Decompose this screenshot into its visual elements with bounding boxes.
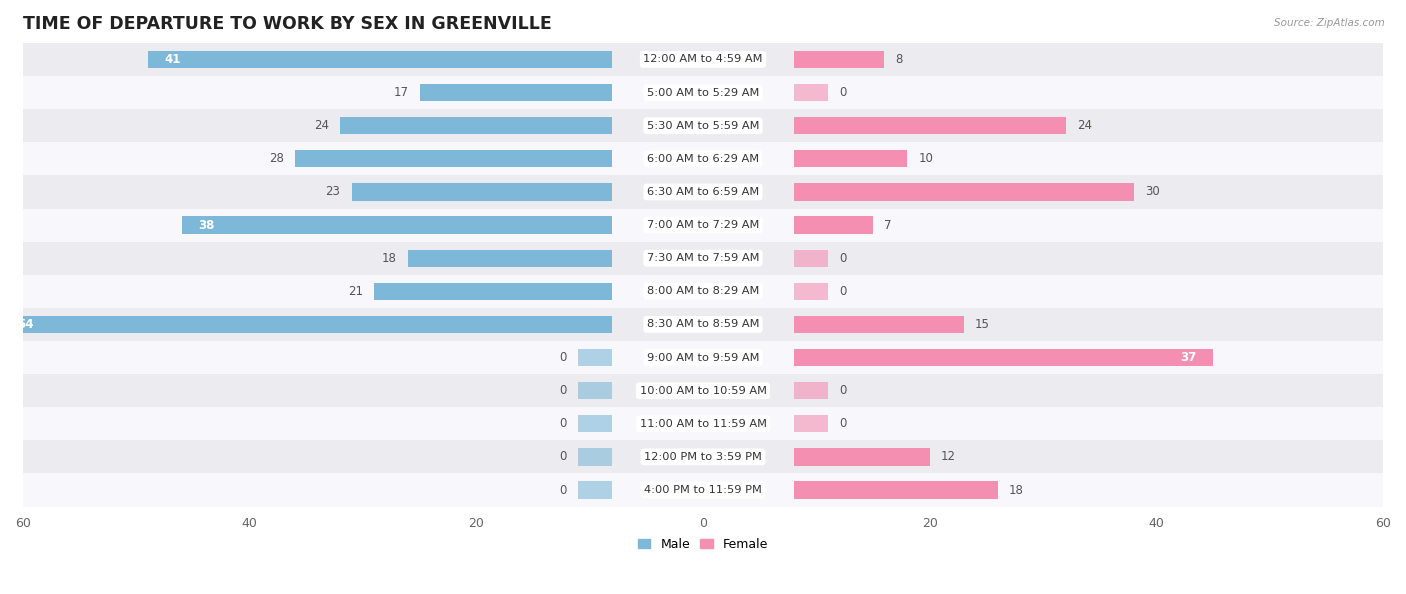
Bar	[22, 175, 1384, 208]
Text: 8: 8	[896, 53, 903, 66]
Bar	[0, 316, 613, 333]
Text: 7: 7	[884, 219, 891, 232]
Text: 15: 15	[974, 318, 990, 331]
Bar	[22, 275, 1384, 308]
Bar	[22, 440, 1384, 473]
Text: 12:00 PM to 3:59 PM: 12:00 PM to 3:59 PM	[644, 452, 762, 462]
Bar	[181, 216, 613, 233]
Bar	[793, 150, 907, 168]
Bar	[22, 407, 1384, 440]
Text: 17: 17	[394, 86, 408, 99]
Bar	[793, 316, 963, 333]
Text: 4:00 PM to 11:59 PM: 4:00 PM to 11:59 PM	[644, 485, 762, 495]
Text: 38: 38	[198, 219, 215, 232]
Text: 0: 0	[560, 351, 567, 364]
Text: 37: 37	[1180, 351, 1197, 364]
Text: 24: 24	[1077, 119, 1092, 132]
Text: 54: 54	[17, 318, 34, 331]
Bar	[793, 481, 998, 498]
Text: 0: 0	[839, 384, 846, 397]
Text: 7:00 AM to 7:29 AM: 7:00 AM to 7:29 AM	[647, 220, 759, 230]
Bar	[793, 283, 828, 300]
Text: 8:00 AM to 8:29 AM: 8:00 AM to 8:29 AM	[647, 286, 759, 296]
Text: 6:00 AM to 6:29 AM: 6:00 AM to 6:29 AM	[647, 154, 759, 164]
Bar	[793, 382, 828, 399]
Text: 24: 24	[314, 119, 329, 132]
Text: 18: 18	[382, 252, 396, 265]
Text: 0: 0	[839, 252, 846, 265]
Text: 0: 0	[560, 450, 567, 463]
Text: Source: ZipAtlas.com: Source: ZipAtlas.com	[1274, 18, 1385, 28]
Bar	[578, 415, 613, 432]
Text: 0: 0	[560, 384, 567, 397]
Bar	[793, 84, 828, 101]
Bar	[793, 51, 884, 68]
Bar	[578, 349, 613, 366]
Bar	[793, 216, 873, 233]
Bar	[22, 242, 1384, 275]
Text: 11:00 AM to 11:59 AM: 11:00 AM to 11:59 AM	[640, 419, 766, 429]
Text: 7:30 AM to 7:59 AM: 7:30 AM to 7:59 AM	[647, 253, 759, 263]
Text: 10: 10	[918, 152, 934, 165]
Text: 0: 0	[839, 86, 846, 99]
Text: 30: 30	[1144, 185, 1160, 198]
Bar	[22, 208, 1384, 242]
Text: TIME OF DEPARTURE TO WORK BY SEX IN GREENVILLE: TIME OF DEPARTURE TO WORK BY SEX IN GREE…	[22, 15, 551, 33]
Bar	[793, 448, 929, 466]
Bar	[793, 184, 1133, 201]
Text: 0: 0	[560, 418, 567, 430]
Bar	[578, 448, 613, 466]
Bar	[340, 117, 613, 134]
Bar	[352, 184, 613, 201]
Bar	[22, 308, 1384, 341]
Bar	[22, 374, 1384, 407]
Text: 0: 0	[560, 484, 567, 497]
Bar	[22, 142, 1384, 175]
Text: 0: 0	[839, 418, 846, 430]
Text: 10:00 AM to 10:59 AM: 10:00 AM to 10:59 AM	[640, 386, 766, 396]
Text: 8:30 AM to 8:59 AM: 8:30 AM to 8:59 AM	[647, 320, 759, 330]
Bar	[793, 415, 828, 432]
Bar	[148, 51, 613, 68]
Bar	[578, 481, 613, 498]
Bar	[793, 349, 1213, 366]
Bar	[22, 109, 1384, 142]
Bar	[419, 84, 613, 101]
Bar	[793, 117, 1066, 134]
Bar	[295, 150, 613, 168]
Text: 21: 21	[347, 285, 363, 298]
Bar	[22, 76, 1384, 109]
Bar	[22, 43, 1384, 76]
Bar	[22, 341, 1384, 374]
Text: 28: 28	[269, 152, 284, 165]
Bar	[793, 249, 828, 267]
Bar	[578, 382, 613, 399]
Text: 9:00 AM to 9:59 AM: 9:00 AM to 9:59 AM	[647, 353, 759, 362]
Text: 6:30 AM to 6:59 AM: 6:30 AM to 6:59 AM	[647, 187, 759, 197]
Text: 5:30 AM to 5:59 AM: 5:30 AM to 5:59 AM	[647, 121, 759, 131]
Text: 5:00 AM to 5:29 AM: 5:00 AM to 5:29 AM	[647, 87, 759, 97]
Legend: Male, Female: Male, Female	[633, 533, 773, 556]
Text: 41: 41	[165, 53, 181, 66]
Bar	[408, 249, 613, 267]
Text: 18: 18	[1010, 484, 1024, 497]
Bar	[22, 473, 1384, 507]
Text: 12: 12	[941, 450, 956, 463]
Text: 23: 23	[325, 185, 340, 198]
Text: 0: 0	[839, 285, 846, 298]
Bar	[374, 283, 613, 300]
Text: 12:00 AM to 4:59 AM: 12:00 AM to 4:59 AM	[644, 55, 762, 65]
